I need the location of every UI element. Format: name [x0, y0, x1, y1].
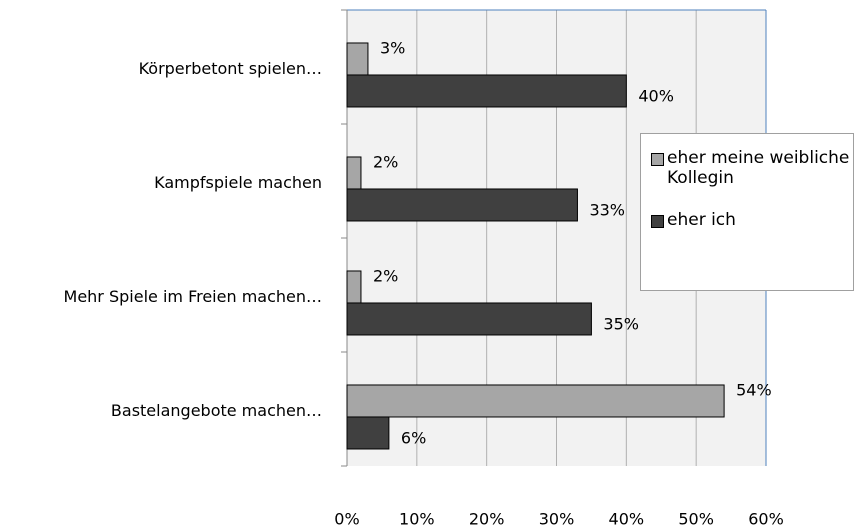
x-tick-label: 50%	[678, 510, 714, 529]
data-label: 40%	[638, 86, 674, 105]
bar	[346, 74, 627, 108]
y-tick-label: Mehr Spiele im Freien machen…	[64, 287, 322, 306]
bar	[346, 384, 725, 418]
data-label: 3%	[380, 38, 405, 57]
bar	[346, 416, 390, 450]
legend-swatch	[651, 215, 664, 228]
data-label: 54%	[736, 380, 772, 399]
x-tick-label: 0%	[334, 510, 359, 529]
x-tick-label: 20%	[469, 510, 505, 529]
legend-item: eher meine weibliche Kollegin	[651, 148, 853, 188]
y-tick-label: Kampfspiele machen	[154, 173, 322, 192]
data-label: 33%	[589, 200, 625, 219]
bar	[346, 302, 592, 336]
x-tick-label: 30%	[539, 510, 575, 529]
bar	[346, 188, 578, 222]
x-tick-label: 10%	[399, 510, 435, 529]
legend-swatch	[651, 153, 664, 166]
data-label: 35%	[603, 314, 639, 333]
bar	[346, 270, 362, 304]
legend-item: eher ich	[651, 210, 853, 230]
x-tick-label: 60%	[748, 510, 784, 529]
bar	[346, 156, 362, 190]
legend: eher meine weibliche Kollegin eher ich	[640, 133, 854, 291]
y-tick-label: Bastelangebote machen…	[111, 401, 322, 420]
legend-label: eher meine weibliche Kollegin	[667, 148, 850, 188]
data-label: 2%	[373, 266, 398, 285]
y-tick-label: Körperbetont spielen…	[139, 59, 322, 78]
legend-label: eher ich	[667, 210, 736, 230]
data-label: 2%	[373, 152, 398, 171]
x-tick-label: 40%	[609, 510, 645, 529]
data-label: 6%	[401, 428, 426, 447]
bar	[346, 42, 369, 76]
